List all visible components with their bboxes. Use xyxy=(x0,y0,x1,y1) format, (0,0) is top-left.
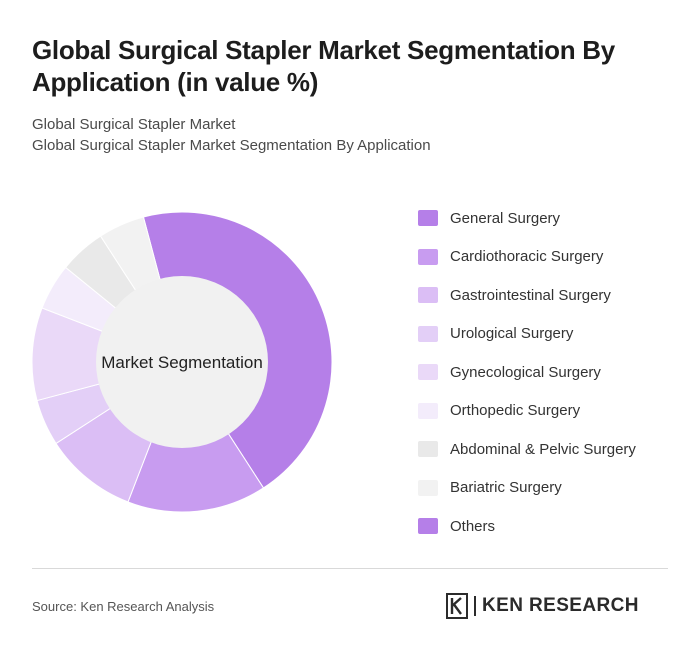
donut-chart-svg: Market Segmentation xyxy=(31,211,333,513)
legend-item-gynecological-surgery: Gynecological Surgery xyxy=(418,353,688,392)
ken-research-logo-icon xyxy=(446,593,468,619)
legend-swatch xyxy=(418,210,438,227)
legend-label: Abdominal & Pelvic Surgery xyxy=(450,440,636,458)
legend-item-cardiothoracic-surgery: Cardiothoracic Surgery xyxy=(418,238,688,277)
legend-swatch xyxy=(418,248,438,265)
chart-subtitle: Global Surgical Stapler Market Global Su… xyxy=(32,114,431,156)
legend-label: Gynecological Surgery xyxy=(450,363,601,381)
brand-separator xyxy=(474,596,476,616)
legend-label: Gastrointestinal Surgery xyxy=(450,286,611,304)
legend-label: Bariatric Surgery xyxy=(450,479,562,497)
donut-chart: Market Segmentation xyxy=(0,200,340,530)
chart-title: Global Surgical Stapler Market Segmentat… xyxy=(32,35,615,97)
legend-label: General Surgery xyxy=(450,209,561,227)
subtitle-line-2: Global Surgical Stapler Market Segmentat… xyxy=(32,137,431,154)
donut-center-label: Market Segmentation xyxy=(101,353,263,372)
legend-swatch xyxy=(418,479,438,496)
legend-swatch xyxy=(418,364,438,381)
source-note: Source: Ken Research Analysis xyxy=(32,599,215,614)
footer-divider xyxy=(32,568,668,569)
legend-item-gastrointestinal-surgery: Gastrointestinal Surgery xyxy=(418,276,688,315)
legend-label: Others xyxy=(450,517,496,535)
legend-swatch xyxy=(418,518,438,535)
legend-label: Urological Surgery xyxy=(450,325,574,343)
legend-item-abdominal-pelvic-surgery: Abdominal & Pelvic Surgery xyxy=(418,430,688,469)
chart-legend: General Surgery Cardiothoracic Surgery Gas… xyxy=(418,199,688,546)
legend-item-orthopedic-surgery: Orthopedic Surgery xyxy=(418,392,688,431)
donut-center xyxy=(96,276,268,448)
legend-item-urological-surgery: Urological Surgery xyxy=(418,315,688,354)
legend-label: Orthopedic Surgery xyxy=(450,402,581,420)
legend-swatch xyxy=(418,402,438,419)
brand-logo: KEN RESEARCH xyxy=(446,593,639,619)
legend-swatch xyxy=(418,325,438,342)
legend-label: Cardiothoracic Surgery xyxy=(450,248,604,266)
legend-item-general-surgery: General Surgery xyxy=(418,199,688,238)
legend-swatch xyxy=(418,441,438,458)
legend-item-bariatric-surgery: Bariatric Surgery xyxy=(418,469,688,508)
brand-name: KEN RESEARCH xyxy=(482,595,639,616)
legend-item-others: Others xyxy=(418,507,688,546)
legend-swatch xyxy=(418,287,438,304)
subtitle-line-1: Global Surgical Stapler Market xyxy=(32,116,236,133)
